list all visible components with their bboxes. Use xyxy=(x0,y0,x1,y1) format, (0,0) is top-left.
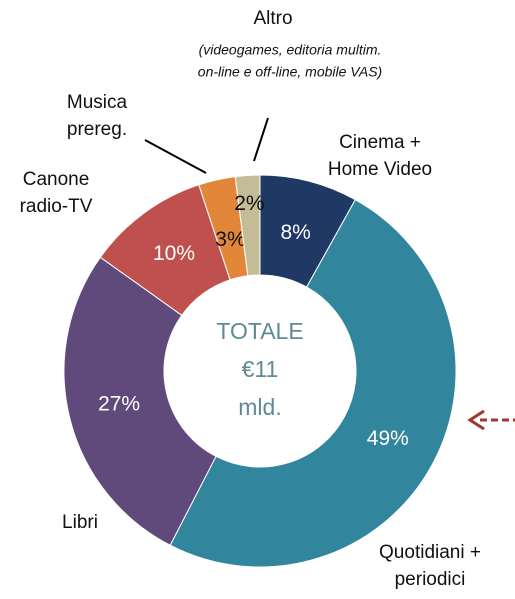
category-label: Cinema + xyxy=(339,132,421,153)
center-label: TOTALE xyxy=(216,318,303,344)
arrow xyxy=(467,409,515,431)
category-label: prereg. xyxy=(67,119,127,140)
category-label: radio-TV xyxy=(20,196,93,217)
category-label: Quotidiani + xyxy=(379,542,481,563)
annotation: (videogames, editoria multim. xyxy=(199,42,382,58)
value-label: 2% xyxy=(234,192,264,215)
leader-line xyxy=(253,117,269,162)
value-label: 8% xyxy=(280,221,310,244)
category-label: Canone xyxy=(23,169,90,190)
donut-segment xyxy=(63,256,217,546)
value-label: 27% xyxy=(98,393,140,416)
category-label: Libri xyxy=(62,512,98,533)
center-label: €11 xyxy=(242,356,279,382)
leader-line xyxy=(144,139,207,174)
category-label: Home Video xyxy=(328,159,432,180)
category-label: periodici xyxy=(395,569,466,590)
donut-segment xyxy=(169,199,457,568)
category-label: Altro xyxy=(253,8,292,29)
center-label: mld. xyxy=(238,394,281,420)
donut-segment xyxy=(234,174,261,277)
value-label: 10% xyxy=(153,242,195,265)
value-label: 49% xyxy=(367,427,409,450)
annotation: on-line e off-line, mobile VAS) xyxy=(198,64,382,80)
category-label: Musica xyxy=(67,92,128,113)
value-label: 3% xyxy=(215,228,245,251)
